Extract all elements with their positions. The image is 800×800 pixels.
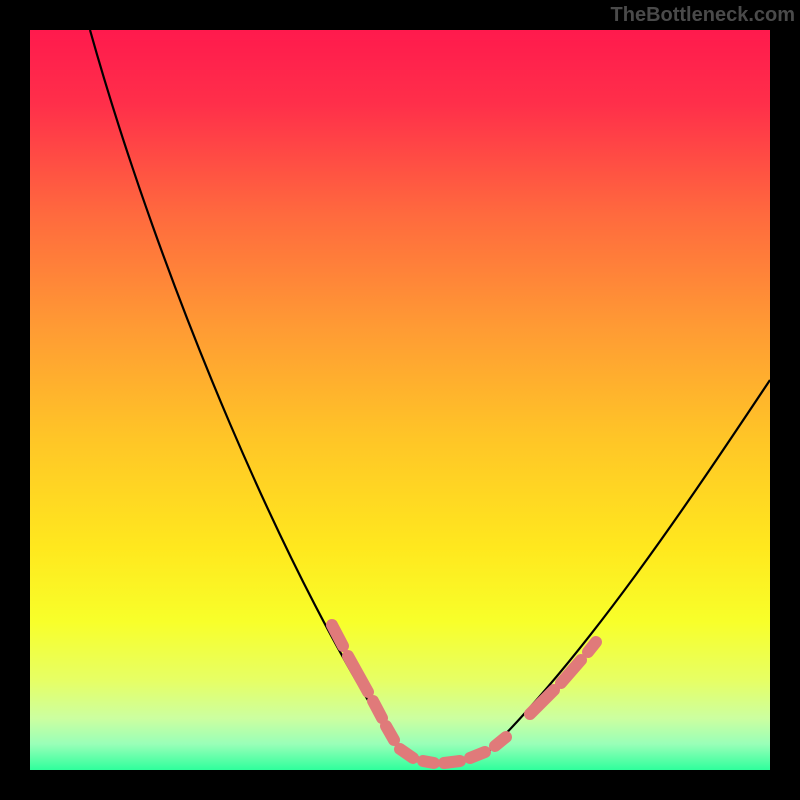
bottleneck-curve	[90, 30, 770, 762]
plot-area	[30, 30, 770, 770]
highlight-dashes	[332, 625, 596, 763]
highlight-dash	[530, 690, 554, 714]
frame-border-left	[0, 0, 30, 800]
highlight-dash	[561, 660, 581, 683]
highlight-dash	[444, 761, 460, 763]
chart-frame: TheBottleneck.com	[0, 0, 800, 800]
frame-border-bottom	[0, 770, 800, 800]
highlight-dash	[386, 726, 394, 740]
highlight-dash	[400, 749, 413, 758]
highlight-dash	[373, 701, 382, 718]
highlight-dash	[588, 642, 596, 652]
frame-border-right	[770, 0, 800, 800]
highlight-dash	[423, 761, 434, 763]
highlight-dash	[470, 752, 485, 758]
chart-svg	[30, 30, 770, 770]
highlight-dash	[495, 737, 506, 746]
watermark-text: TheBottleneck.com	[611, 4, 795, 27]
highlight-dash	[348, 656, 368, 692]
